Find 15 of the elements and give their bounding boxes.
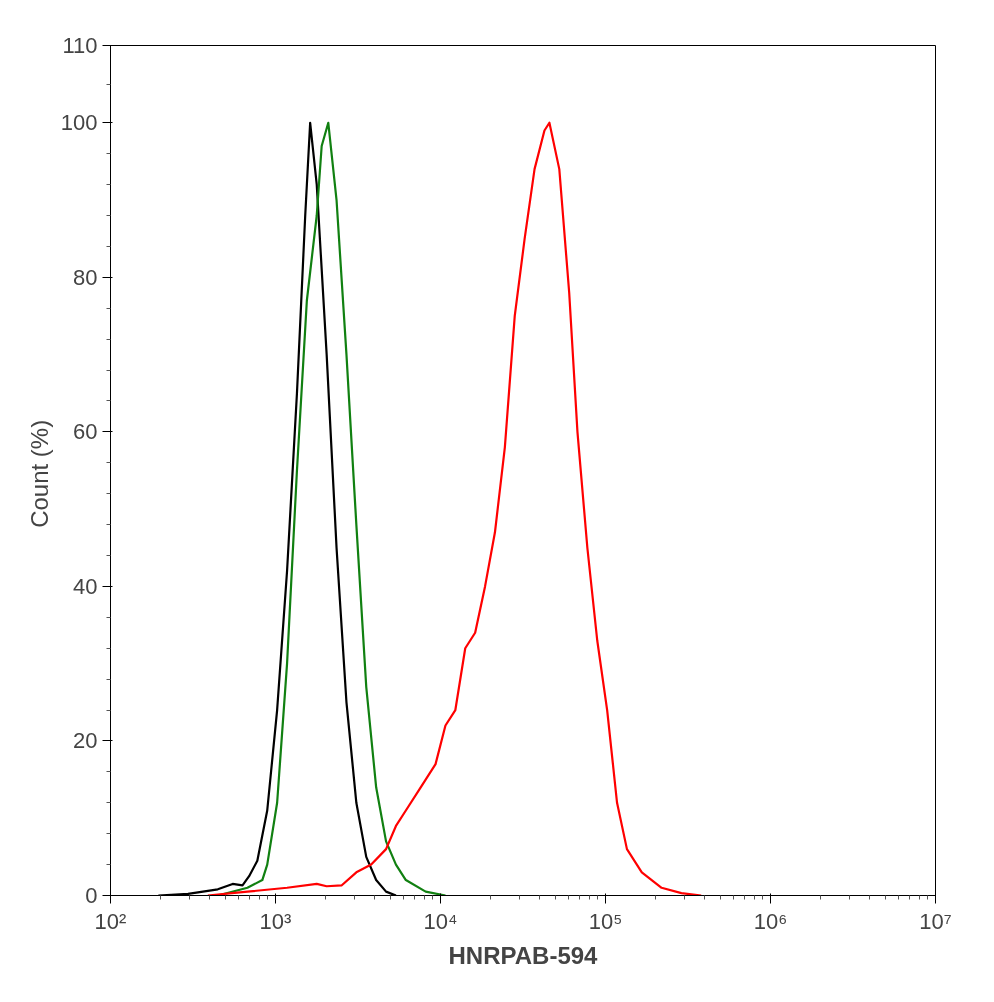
x-tick-label: 10⁶ <box>753 908 788 934</box>
y-axis-title: Count (%) <box>25 419 53 528</box>
x-tick-label: 10⁵ <box>588 908 623 934</box>
x-tick-label: 10³ <box>259 908 292 934</box>
y-tick-label: 0 <box>85 883 98 908</box>
x-tick-label: 10⁴ <box>423 908 458 934</box>
y-tick-label: 110 <box>62 33 98 58</box>
y-tick-label: 60 <box>73 419 98 445</box>
x-tick-label: 10⁷ <box>919 908 952 934</box>
y-tick-label: 80 <box>73 264 98 290</box>
y-tick-label: 40 <box>73 573 98 599</box>
x-tick-label: 10² <box>94 908 127 934</box>
y-tick-label: 20 <box>73 728 98 754</box>
x-axis-title: HNRPAB-594 <box>448 941 599 969</box>
y-tick-label: 100 <box>60 110 98 136</box>
